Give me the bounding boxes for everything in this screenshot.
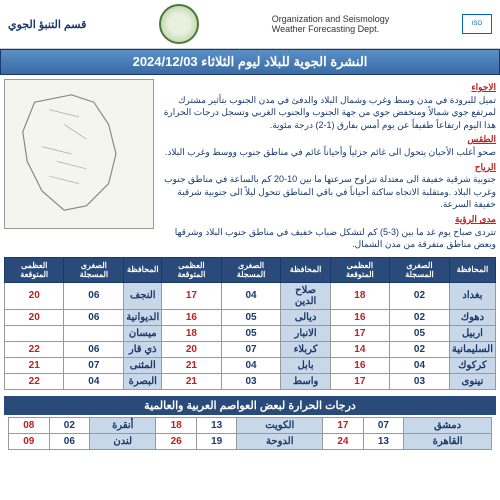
table-row: السليمانية0214كربلاء0720ذي قار0622: [5, 341, 496, 357]
col-min: الصغرى المسجلة: [64, 257, 124, 282]
col-gov: المحافظة: [449, 257, 495, 282]
org-logo: [159, 4, 199, 44]
forecast-text: الاجواء تميل للبرودة في مدن وسط وغرب وشم…: [158, 79, 496, 251]
table-row: كركوك0416بابل0421المثنى0721: [5, 357, 496, 373]
org-name-ar: قسم التنبؤ الجوي: [8, 18, 86, 31]
main-content: الاجواء تميل للبرودة في مدن وسط وغرب وشم…: [0, 75, 500, 255]
section-body: صحو أغلب الأحيان يتحول الى غائم جزئياً و…: [158, 146, 496, 159]
col-gov: المحافظة: [281, 257, 330, 282]
header: ISO Organization and Seismology Weather …: [0, 0, 500, 49]
col-min: الصغرى المسجلة: [390, 257, 450, 282]
table-row: دمشق0717الكويت1318أنقرة0208: [9, 417, 492, 433]
col-max: العظمى المتوقعة: [330, 257, 389, 282]
table-row: اربيل0517الانبار0518ميسان: [5, 325, 496, 341]
table-row: القاهرة1324الدوحة1926لندن0609: [9, 433, 492, 449]
temperature-table-wrap: المحافظة الصغرى المسجلة العظمى المتوقعة …: [0, 255, 500, 392]
section-body: تميل للبرودة في مدن وسط وغرب وشمال البلا…: [158, 94, 496, 132]
temperature-table: المحافظة الصغرى المسجلة العظمى المتوقعة …: [4, 257, 496, 390]
world-table-wrap: دمشق0717الكويت1318أنقرة0208القاهرة1324ال…: [4, 415, 496, 452]
iso-badge: ISO: [462, 14, 492, 34]
col-gov: المحافظة: [124, 257, 162, 282]
world-temperature-table: دمشق0717الكويت1318أنقرة0208القاهرة1324ال…: [8, 417, 492, 450]
world-temps-title: درجات الحرارة لبعض العواصم العربية والعا…: [4, 396, 496, 415]
col-min: الصغرى المسجلة: [221, 257, 281, 282]
table-row: دهوك0216ديالى0516الديوانية0620: [5, 309, 496, 325]
section-title-sky: الطقس: [158, 133, 496, 146]
section-body: تتردى صباح يوم غد ما بين (3-5) كم لتشكل …: [158, 226, 496, 251]
col-max: العظمى المتوقعة: [5, 257, 64, 282]
section-title-weather: الاجواء: [158, 81, 496, 94]
section-title-wind: الرياح: [158, 161, 496, 174]
org-name-en: Organization and Seismology Weather Fore…: [272, 14, 390, 34]
bulletin-title: النشرة الجوية للبلاد ليوم الثلاثاء 2024/…: [0, 49, 500, 75]
table-row: نينوى0317واسط0321البصرة0422: [5, 373, 496, 389]
section-body: جنوبية شرقية خفيفة الى معتدلة تتراوح سرع…: [158, 173, 496, 211]
section-title-visibility: مدى الرؤية: [158, 213, 496, 226]
table-row: بغداد0218صلاح الدين0417النجف0620: [5, 282, 496, 309]
iraq-map: [4, 79, 154, 229]
col-max: العظمى المتوقعة: [162, 257, 221, 282]
